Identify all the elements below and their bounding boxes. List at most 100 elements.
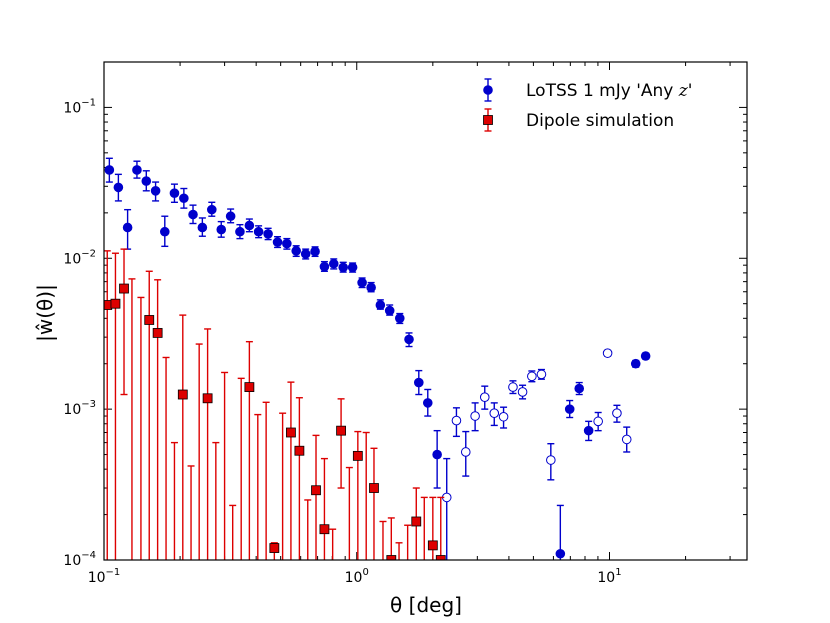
data-point-open xyxy=(593,416,603,427)
data-point-filled xyxy=(328,258,339,269)
data-point-open xyxy=(546,455,556,465)
data-point-square xyxy=(336,425,346,436)
data-point-square xyxy=(286,427,296,438)
data-point-filled xyxy=(104,165,115,175)
data-point-filled xyxy=(640,351,651,361)
y-tick-exponent: −3 xyxy=(81,399,96,410)
data-point-filled xyxy=(366,282,376,293)
data-point-open xyxy=(460,447,471,457)
data-point-square xyxy=(110,298,121,309)
legend-label: Dipole simulation xyxy=(526,111,674,131)
data-point-filled xyxy=(555,548,566,559)
data-point-open xyxy=(527,371,537,382)
data-point-filled xyxy=(169,188,180,198)
y-tick-exponent: −1 xyxy=(81,97,96,108)
x-tick-label: 101 xyxy=(597,567,621,586)
legend-marker xyxy=(483,85,493,95)
plot-area xyxy=(104,62,747,560)
data-point-open xyxy=(621,434,632,445)
data-point-square xyxy=(369,483,379,493)
data-point-square xyxy=(269,543,280,553)
data-point-square xyxy=(144,315,155,325)
x-tick-mantissa: 10 xyxy=(597,570,615,586)
data-point-open xyxy=(479,392,490,402)
data-point-open xyxy=(508,382,518,392)
data-point-filled xyxy=(282,238,292,249)
plot-background xyxy=(104,62,747,560)
data-point-filled xyxy=(338,262,349,273)
data-point-filled xyxy=(394,313,405,324)
data-point-filled xyxy=(216,224,227,235)
data-point-square xyxy=(352,450,363,461)
legend-entry-dipole: Dipole simulation xyxy=(483,108,674,132)
plot-frame xyxy=(103,61,748,561)
data-point-filled xyxy=(188,209,198,220)
data-point-filled xyxy=(291,246,301,256)
data-point-square xyxy=(152,328,163,338)
data-point-open xyxy=(602,348,613,358)
y-tick-exponent: −2 xyxy=(81,248,96,259)
y-tick-exponent: −4 xyxy=(81,550,96,561)
data-point-filled xyxy=(159,226,170,237)
data-point-filled xyxy=(113,182,124,193)
data-point-square xyxy=(177,389,188,400)
data-point-square xyxy=(319,524,330,535)
data-point-filled xyxy=(253,226,264,237)
data-point-filled xyxy=(150,186,161,196)
series-lotss xyxy=(104,157,651,560)
data-point-open xyxy=(498,411,509,422)
data-point-filled xyxy=(375,300,386,310)
y-tick-mantissa: 10 xyxy=(63,251,81,267)
data-point-square xyxy=(202,393,213,404)
series-clip-group xyxy=(104,157,651,560)
data-point-open xyxy=(489,408,500,418)
series-dipole xyxy=(104,248,446,560)
data-point-square xyxy=(311,485,321,496)
y-tick-mantissa: 10 xyxy=(63,100,81,116)
data-point-filled xyxy=(432,449,442,460)
data-point-square xyxy=(427,540,438,551)
data-point-square xyxy=(119,283,129,294)
data-point-filled xyxy=(347,262,358,273)
data-point-square xyxy=(386,555,397,560)
data-point-square xyxy=(244,382,255,392)
legend-label: LoTSS 1 mJy 'Any z' xyxy=(526,81,692,101)
data-point-open xyxy=(517,387,528,397)
legend-label-text: Dipole simulation xyxy=(526,111,674,131)
data-point-square xyxy=(411,516,422,527)
x-tick-exponent: 1 xyxy=(615,567,621,578)
data-point-filled xyxy=(179,193,189,204)
data-point-filled xyxy=(310,246,320,257)
y-tick-label: 10−4 xyxy=(63,550,96,569)
data-point-filled xyxy=(197,222,208,233)
data-point-filled xyxy=(404,334,414,345)
x-tick-label: 10−1 xyxy=(88,567,121,586)
data-point-filled xyxy=(206,204,217,215)
y-tick-label: 10−1 xyxy=(63,97,96,116)
y-axis-label: |ŵ(θ)| xyxy=(33,284,57,342)
data-point-filled xyxy=(235,226,245,237)
y-tick-label: 10−2 xyxy=(63,248,96,267)
data-point-filled xyxy=(244,220,255,231)
x-axis: 10−1 100 101 xyxy=(88,62,731,586)
x-tick-exponent: 0 xyxy=(362,567,368,578)
legend-entry-lotss: LoTSS 1 mJy 'Any z' xyxy=(483,78,692,102)
data-point-filled xyxy=(422,398,433,408)
data-point-filled xyxy=(630,358,641,369)
data-point-filled xyxy=(357,277,367,288)
data-point-square xyxy=(435,555,446,560)
data-point-filled xyxy=(263,229,273,239)
data-point-filled xyxy=(225,211,236,222)
legend-label-italic: z xyxy=(678,81,689,101)
legend-label-text: LoTSS 1 mJy 'Any xyxy=(526,81,679,101)
data-point-filled xyxy=(132,165,142,175)
x-tick-mantissa: 10 xyxy=(88,570,106,586)
x-tick-label: 100 xyxy=(345,567,369,586)
x-tick-mantissa: 10 xyxy=(345,570,363,586)
data-point-filled xyxy=(413,377,424,388)
data-point-open xyxy=(451,415,462,426)
data-point-filled xyxy=(122,222,133,233)
data-point-filled xyxy=(300,249,311,259)
data-series xyxy=(104,157,651,560)
